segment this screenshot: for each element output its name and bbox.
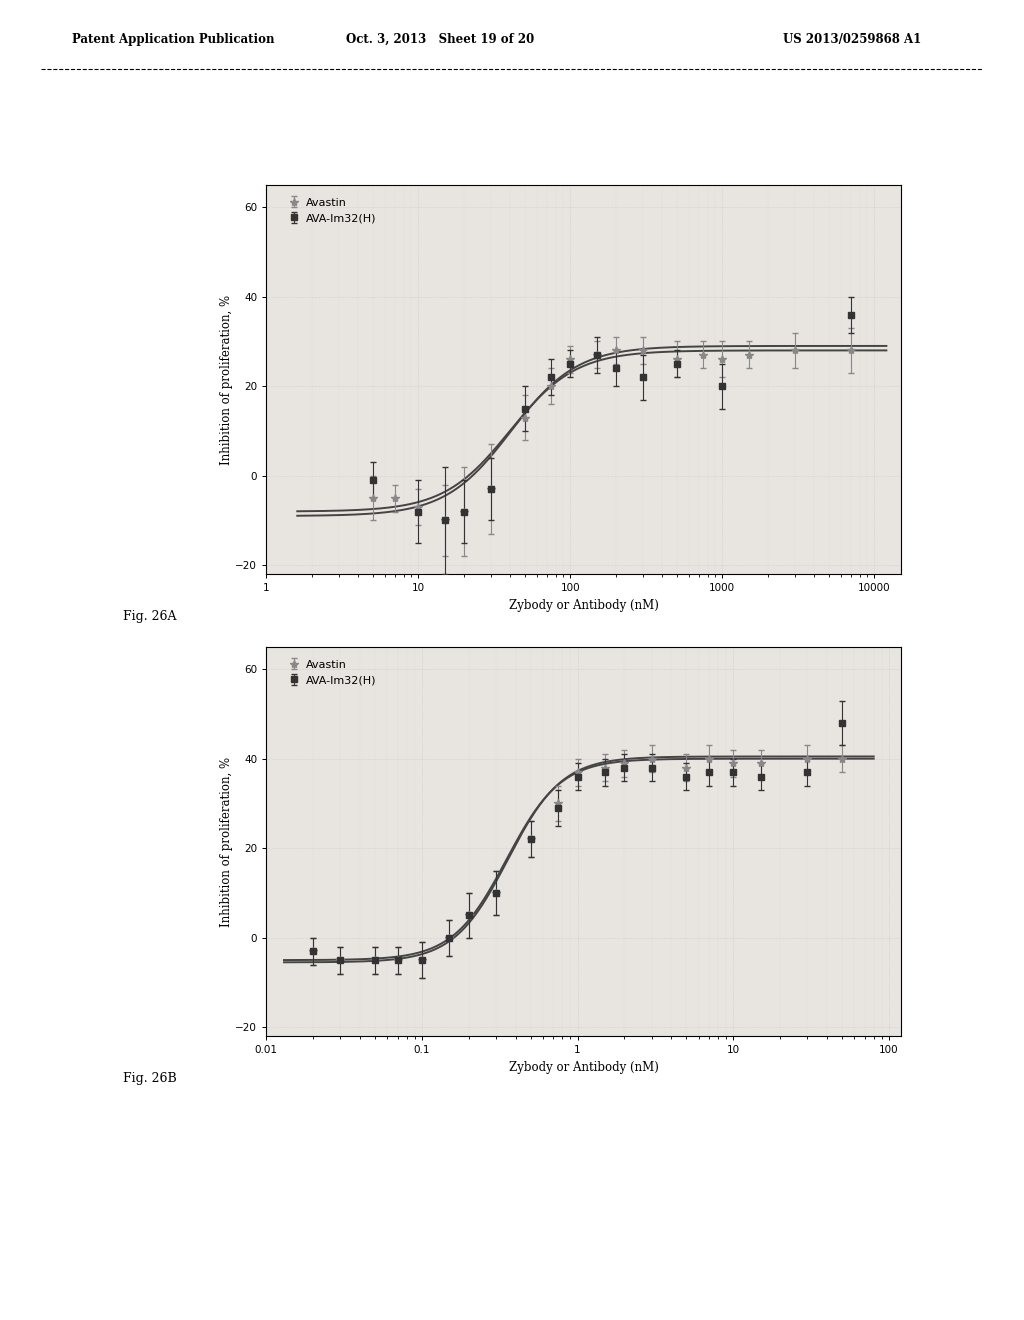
X-axis label: Zybody or Antibody (nM): Zybody or Antibody (nM)	[509, 1061, 658, 1073]
Text: Oct. 3, 2013   Sheet 19 of 20: Oct. 3, 2013 Sheet 19 of 20	[346, 33, 535, 46]
Legend: Avastin, AVA-Im32(H): Avastin, AVA-Im32(H)	[285, 656, 380, 689]
Text: US 2013/0259868 A1: US 2013/0259868 A1	[783, 33, 922, 46]
Y-axis label: Inhibition of proliferation, %: Inhibition of proliferation, %	[219, 294, 232, 465]
Text: Fig. 26B: Fig. 26B	[123, 1072, 176, 1085]
Text: Patent Application Publication: Patent Application Publication	[72, 33, 274, 46]
Legend: Avastin, AVA-Im32(H): Avastin, AVA-Im32(H)	[285, 194, 380, 227]
Text: Fig. 26A: Fig. 26A	[123, 610, 176, 623]
X-axis label: Zybody or Antibody (nM): Zybody or Antibody (nM)	[509, 599, 658, 611]
Y-axis label: Inhibition of proliferation, %: Inhibition of proliferation, %	[219, 756, 232, 927]
